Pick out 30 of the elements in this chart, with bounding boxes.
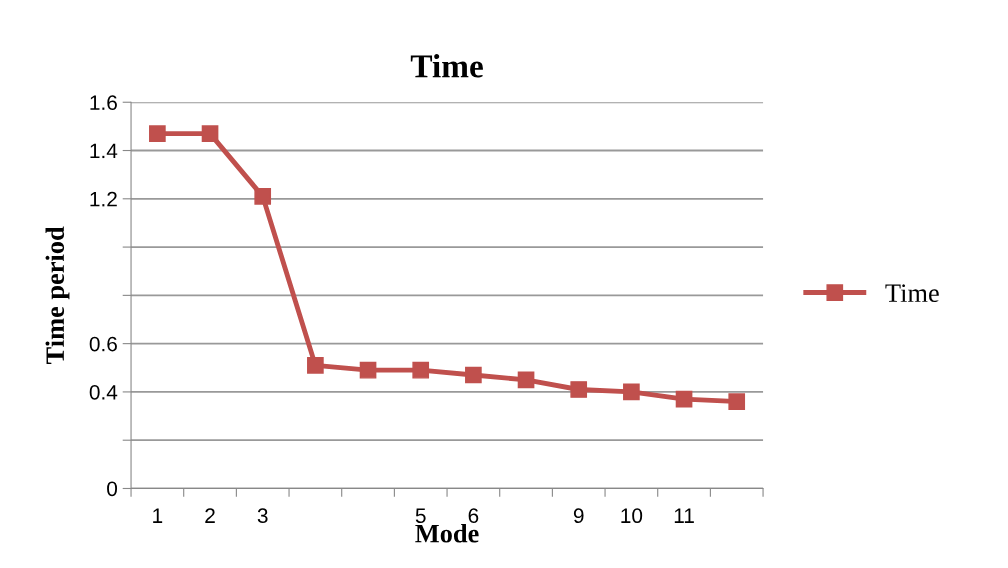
point: [149, 125, 166, 142]
x-tick-label: 3: [257, 508, 268, 524]
point: [254, 188, 272, 205]
point: [359, 361, 377, 379]
x-tick-label: 2: [205, 508, 215, 523]
x-tick-label: 5: [415, 508, 426, 524]
x-tick-label: 10: [621, 508, 643, 524]
point: [307, 357, 324, 374]
point: [517, 371, 535, 389]
point: [675, 390, 693, 408]
x-tick-label: 11: [674, 508, 694, 523]
point: [570, 381, 588, 398]
y-tick-label: 1.6: [90, 95, 117, 110]
y-tick-label: 1.2: [90, 191, 117, 207]
y-tick-label: 1.4: [90, 143, 118, 159]
y-tick-label: 0: [107, 481, 118, 497]
point: [201, 125, 219, 142]
x-axis-title: Mode: [415, 523, 479, 543]
point: [465, 366, 482, 384]
chart-title: Time: [410, 54, 483, 78]
y-axis-title: Time period: [45, 226, 70, 364]
x-tick-label: 9: [573, 508, 584, 524]
x-tick-label: 1: [153, 508, 163, 523]
y-tick-label: 0.6: [89, 336, 117, 352]
y-tick-label: 0.4: [89, 384, 118, 400]
point: [412, 361, 430, 379]
legend-label: Time: [885, 284, 939, 303]
point: [623, 383, 640, 401]
point: [728, 393, 746, 410]
x-tick-label: 6: [468, 508, 479, 524]
